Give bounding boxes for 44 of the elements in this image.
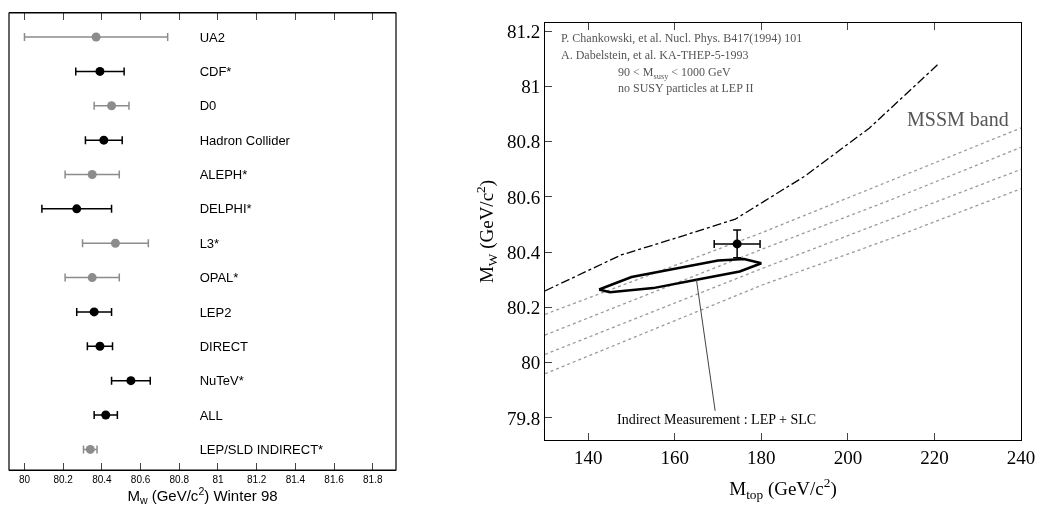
x-tick-label: 200: [833, 446, 863, 468]
x-tick-label: 180: [747, 446, 776, 468]
annotation: MSSM band: [907, 108, 1009, 130]
x-tick-label: 80.6: [130, 474, 151, 485]
y-tick-label: NuTeV*: [199, 373, 244, 389]
y-tick-label: ALEPH*: [199, 167, 248, 183]
x-tick-label: 80.2: [53, 474, 74, 485]
x-axis-title: M$_{w}$ (GeV/c$^{2}$) Winter 98: [127, 485, 278, 507]
x-tick-label: 80.8: [169, 474, 190, 485]
y-tick-label: 81: [521, 76, 541, 98]
x-tick-label: 160: [660, 446, 690, 468]
y-tick-label: D0: [199, 98, 217, 114]
x-tick-label: 140: [574, 446, 603, 468]
y-tick-label: UA2: [199, 29, 225, 45]
y-tick-label: 80.4: [506, 241, 541, 263]
y-tick-label: 79.8: [506, 407, 541, 429]
y-tick-label: ALL: [199, 407, 223, 423]
y-tick-label: 80.8: [506, 131, 541, 153]
annotation: Indirect Measurement : LEP + SLC: [617, 412, 817, 427]
x-tick-label: 220: [920, 446, 949, 468]
y-tick-label: CDF*: [199, 63, 232, 79]
y-tick-label: 80.6: [506, 186, 541, 208]
x-tick-label: 80: [18, 474, 31, 485]
y-tick-label: DELPHI*: [199, 201, 252, 217]
y-tick-label: L3*: [199, 235, 220, 251]
x-tick-label: 81.6: [324, 474, 345, 485]
y-tick-label: Hadron Collider: [199, 132, 291, 148]
x-tick-label: 240: [1006, 446, 1036, 468]
x-tick-label: 81.2: [246, 474, 267, 485]
x-tick-label: 80.4: [92, 474, 113, 485]
annotation: no SUSY particles at LEP II: [618, 81, 754, 95]
y-tick-label: DIRECT: [199, 338, 249, 354]
y-tick-label: OPAL*: [199, 270, 239, 286]
x-axis-title: M$_{top}$ (GeV/c$^{2}$): [729, 474, 837, 502]
y-tick-label: 80: [521, 352, 541, 374]
y-tick-label: LEP/SLD INDIRECT*: [199, 441, 324, 457]
x-tick-label: 81.4: [285, 474, 306, 485]
y-tick-label: 81.2: [506, 20, 541, 42]
annotation: 90 < M$_{susy}$ < 1000 GeV: [618, 65, 732, 81]
annotation: P. Chankowski, et al. Nucl. Phys. B417(1994) 101: [561, 31, 803, 45]
x-tick-label: 81.8: [363, 474, 383, 485]
annotation: A. Dabelstein, et al. KA-THEP-5-1993: [561, 48, 749, 62]
y-tick-label: 80.2: [506, 297, 541, 319]
y-tick-label: LEP2: [199, 304, 232, 320]
